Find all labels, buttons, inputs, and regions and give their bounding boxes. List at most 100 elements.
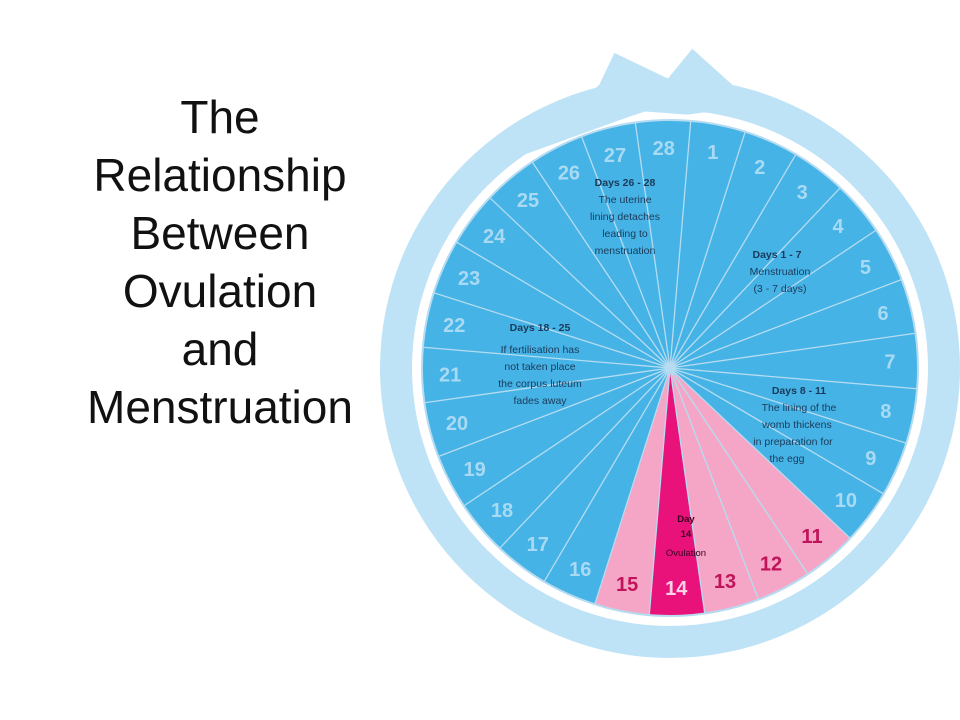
slice-divider: [424, 367, 671, 404]
day-slice: [670, 187, 877, 368]
phase-luteum-text: fades away: [513, 395, 567, 407]
cycle-arrow-head: [525, 52, 699, 155]
day-number: 2: [754, 157, 765, 179]
phase-thickening-text: the egg: [769, 453, 804, 465]
day-slice: [670, 131, 796, 368]
slice-divider: [669, 187, 841, 369]
phase-luteum-heading: Days 18 - 25: [510, 322, 571, 334]
day-number: 26: [558, 163, 580, 185]
day-number: 7: [884, 352, 895, 374]
day-number: 19: [463, 459, 485, 481]
slice-divider: [669, 367, 918, 390]
slice-divider: [669, 229, 877, 369]
day-slice: [433, 242, 670, 368]
day-number: 5: [860, 257, 871, 279]
day-number: 22: [443, 315, 465, 337]
slice-divider: [456, 241, 671, 369]
slice-divider: [489, 197, 671, 369]
day-number: 8: [880, 401, 891, 423]
title-line: Between: [130, 207, 310, 259]
day-slice: [499, 368, 670, 582]
wheel-rim: [421, 119, 919, 617]
slice-divider: [594, 367, 671, 605]
title-line: Menstruation: [87, 381, 353, 433]
phase-thickening-text: in preparation for: [753, 436, 833, 448]
day-slice: [594, 368, 670, 616]
slice-divider: [648, 367, 671, 616]
day-number: 10: [835, 490, 857, 512]
day-number: 21: [439, 364, 461, 386]
day-number: 11: [801, 526, 822, 548]
slice-divider: [422, 346, 671, 369]
phase-detach-text: leading to: [602, 228, 648, 240]
slice-divider: [669, 367, 809, 575]
day-slice: [670, 368, 907, 494]
slice-divider: [433, 292, 671, 369]
day-number: 28: [653, 138, 675, 160]
day-number: 3: [797, 182, 808, 204]
phase-luteum-text: If fertilisation has: [501, 344, 580, 356]
title-line: The: [180, 91, 260, 143]
title-line: Ovulation: [122, 265, 318, 317]
phase-thickening-text: womb thickens: [761, 419, 831, 431]
day-number: 23: [458, 268, 480, 290]
day-slice: [438, 368, 670, 506]
phase-ovulation-text: Ovulation: [666, 548, 706, 559]
day-slice: [422, 292, 670, 368]
phase-luteum-text: the corpus luteum: [498, 378, 582, 390]
slice-divider: [669, 367, 760, 600]
day-number: 16: [569, 559, 591, 581]
slice-divider: [463, 367, 671, 507]
phase-detach-text: lining detaches: [590, 211, 660, 223]
day-slice: [532, 136, 670, 368]
day-number: 18: [491, 500, 513, 522]
title-line: Relationship: [93, 149, 347, 201]
slice-divider: [499, 367, 671, 549]
day-number: 9: [865, 448, 876, 470]
day-number: 1: [707, 142, 718, 164]
day-number: 24: [483, 226, 506, 248]
phase-thickening-heading: Days 8 - 11: [772, 385, 826, 397]
slice-divider: [438, 367, 671, 458]
day-number: 15: [616, 574, 638, 596]
day-slice: [670, 368, 759, 614]
slice-divider: [669, 367, 706, 614]
phase-ovulation-heading: Day: [677, 514, 695, 525]
day-number: 12: [760, 553, 782, 575]
slice-dividers: [421, 119, 919, 617]
day-number: 17: [527, 534, 549, 556]
phase-menstruation-text: Menstruation: [750, 266, 811, 278]
slice-divider: [669, 332, 916, 369]
day-slice: [649, 368, 705, 616]
day-slice: [670, 368, 884, 539]
day-number: 6: [877, 303, 888, 325]
day-slice: [670, 333, 918, 389]
phase-menstruation-heading: Days 1 - 7: [752, 249, 801, 261]
day-slice: [670, 368, 808, 600]
slice-divider: [531, 161, 671, 369]
slice-divider: [580, 136, 671, 369]
slice-divider: [669, 278, 902, 369]
day-slice: [670, 154, 841, 368]
phase-detach-heading: Days 26 - 28: [595, 177, 656, 189]
phase-detach-text: menstruation: [595, 245, 656, 257]
day-number: 13: [714, 571, 736, 593]
day-slice: [670, 368, 851, 575]
slice-divider: [634, 122, 671, 369]
day-slice: [635, 120, 691, 369]
slice-divider: [669, 367, 851, 539]
day-slice: [463, 368, 670, 549]
day-slice: [544, 368, 670, 605]
slice-divider: [543, 367, 671, 582]
slice-divider: [669, 131, 746, 369]
phase-menstruation-text: (3 - 7 days): [753, 283, 806, 295]
slice-divider: [669, 367, 907, 444]
slide-title: The Relationship Between Ovulation and M…: [50, 88, 390, 436]
slice-divider: [669, 154, 797, 369]
day-slice: [670, 120, 746, 368]
day-slice: [424, 368, 670, 457]
cycle-arrow-head: [643, 48, 756, 115]
slice-divider: [669, 367, 884, 495]
